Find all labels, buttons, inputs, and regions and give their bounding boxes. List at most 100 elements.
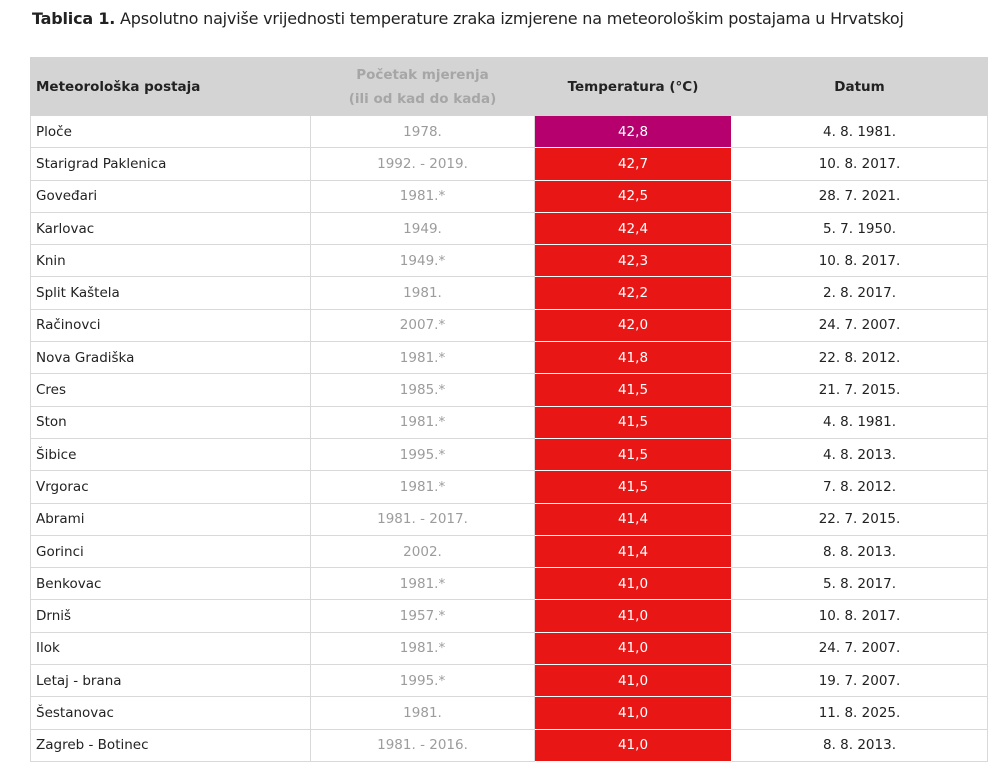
station-cell: Ston — [30, 405, 311, 439]
table-row: Letaj - brana 1995.* 41,0 19. 7. 2007. — [30, 664, 988, 698]
period-cell: 1995.* — [310, 437, 535, 472]
table-header: Meteorološka postaja Početak mjerenja (i… — [30, 57, 988, 116]
station-cell: Abrami — [30, 502, 311, 536]
column-header-temperature: Temperatura (°C) — [534, 57, 732, 116]
table-row: Šibice 1995.* 41,5 4. 8. 2013. — [30, 437, 988, 472]
temperature-cell: 41,0 — [534, 728, 732, 762]
date-cell: 5. 8. 2017. — [731, 567, 988, 601]
station-cell: Gorinci — [30, 534, 311, 569]
period-cell: 1981.* — [310, 405, 535, 439]
temperature-cell: 42,3 — [534, 244, 732, 278]
table-header-row: Meteorološka postaja Početak mjerenja (i… — [30, 57, 988, 116]
temperature-cell: 41,0 — [534, 664, 732, 698]
temperature-cell: 41,5 — [534, 405, 732, 439]
period-cell: 1978. — [310, 114, 535, 149]
date-cell: 21. 7. 2015. — [731, 373, 988, 407]
column-header-station: Meteorološka postaja — [30, 57, 311, 116]
table-row: Karlovac 1949. 42,4 5. 7. 1950. — [30, 211, 988, 246]
date-cell: 10. 8. 2017. — [731, 147, 988, 181]
temperature-cell: 42,4 — [534, 211, 732, 246]
date-cell: 11. 8. 2025. — [731, 696, 988, 730]
temperature-cell: 42,2 — [534, 276, 732, 310]
station-cell: Goveđari — [30, 179, 311, 213]
date-cell: 22. 7. 2015. — [731, 502, 988, 536]
period-cell: 2002. — [310, 534, 535, 569]
date-cell: 8. 8. 2013. — [731, 728, 988, 762]
date-cell: 2. 8. 2017. — [731, 276, 988, 310]
station-cell: Šibice — [30, 437, 311, 472]
temperature-cell: 41,4 — [534, 534, 732, 569]
period-cell: 1995.* — [310, 664, 535, 698]
date-cell: 24. 7. 2007. — [731, 631, 988, 666]
table-row: Ploče 1978. 42,8 4. 8. 1981. — [30, 114, 988, 149]
temperature-cell: 41,0 — [534, 567, 732, 601]
station-cell: Benkovac — [30, 567, 311, 601]
temperature-cell: 41,4 — [534, 502, 732, 536]
station-cell: Ilok — [30, 631, 311, 666]
station-cell: Vrgorac — [30, 470, 311, 504]
period-cell: 1981.* — [310, 179, 535, 213]
table-row: Ilok 1981.* 41,0 24. 7. 2007. — [30, 631, 988, 666]
period-cell: 2007.* — [310, 308, 535, 343]
table-body: Ploče 1978. 42,8 4. 8. 1981. Starigrad Pakle… — [30, 114, 988, 762]
table-caption: Tablica 1. Apsolutno najviše vrijednosti… — [32, 9, 904, 28]
table-row: Goveđari 1981.* 42,5 28. 7. 2021. — [30, 179, 988, 213]
station-cell: Račinovci — [30, 308, 311, 343]
table-row: Starigrad Paklenica 1992. - 2019. 42,7 10. … — [30, 147, 988, 181]
period-cell: 1992. - 2019. — [310, 147, 535, 181]
temperature-cell: 42,0 — [534, 308, 732, 343]
date-cell: 4. 8. 2013. — [731, 437, 988, 472]
period-cell: 1981.* — [310, 470, 535, 504]
period-cell: 1949.* — [310, 244, 535, 278]
date-cell: 19. 7. 2007. — [731, 664, 988, 698]
period-cell: 1985.* — [310, 373, 535, 407]
column-header-period-line1: Početak mjerenja — [356, 66, 489, 83]
date-cell: 8. 8. 2013. — [731, 534, 988, 569]
period-cell: 1981. — [310, 276, 535, 310]
station-cell: Starigrad Paklenica — [30, 147, 311, 181]
temperature-cell: 41,5 — [534, 437, 732, 472]
table-row: Ston 1981.* 41,5 4. 8. 1981. — [30, 405, 988, 439]
temperature-cell: 41,0 — [534, 599, 732, 633]
table-row: Nova Gradiška 1981.* 41,8 22. 8. 2012. — [30, 341, 988, 375]
station-cell: Nova Gradiška — [30, 341, 311, 375]
period-cell: 1981.* — [310, 567, 535, 601]
date-cell: 10. 8. 2017. — [731, 599, 988, 633]
temperature-cell: 41,5 — [534, 373, 732, 407]
period-cell: 1949. — [310, 211, 535, 246]
table-row: Račinovci 2007.* 42,0 24. 7. 2007. — [30, 308, 988, 343]
temperature-cell: 41,0 — [534, 631, 732, 666]
date-cell: 28. 7. 2021. — [731, 179, 988, 213]
temperature-cell: 41,0 — [534, 696, 732, 730]
table-row: Split Kaštela 1981. 42,2 2. 8. 2017. — [30, 276, 988, 310]
table-caption-text: Apsolutno najviše vrijednosti temperatur… — [120, 9, 904, 28]
period-cell: 1981. - 2016. — [310, 728, 535, 762]
column-header-period-line2: (ili od kad do kada) — [348, 90, 497, 107]
table-row: Vrgorac 1981.* 41,5 7. 8. 2012. — [30, 470, 988, 504]
table-row: Zagreb - Botinec 1981. - 2016. 41,0 8. 8. 2… — [30, 728, 988, 762]
period-cell: 1981.* — [310, 631, 535, 666]
column-header-period: Početak mjerenja (ili od kad do kada) — [310, 57, 535, 116]
date-cell: 5. 7. 1950. — [731, 211, 988, 246]
station-cell: Ploče — [30, 114, 311, 149]
table-row: Abrami 1981. - 2017. 41,4 22. 7. 2015. — [30, 502, 988, 536]
temperature-cell: 41,8 — [534, 341, 732, 375]
station-cell: Drniš — [30, 599, 311, 633]
table-row: Cres 1985.* 41,5 21. 7. 2015. — [30, 373, 988, 407]
period-cell: 1981. - 2017. — [310, 502, 535, 536]
temperature-cell: 42,7 — [534, 147, 732, 181]
date-cell: 4. 8. 1981. — [731, 405, 988, 439]
table-row: Knin 1949.* 42,3 10. 8. 2017. — [30, 244, 988, 278]
station-cell: Karlovac — [30, 211, 311, 246]
date-cell: 24. 7. 2007. — [731, 308, 988, 343]
period-cell: 1981.* — [310, 341, 535, 375]
period-cell: 1957.* — [310, 599, 535, 633]
station-cell: Split Kaštela — [30, 276, 311, 310]
period-cell: 1981. — [310, 696, 535, 730]
station-cell: Knin — [30, 244, 311, 278]
table-row: Šestanovac 1981. 41,0 11. 8. 2025. — [30, 696, 988, 730]
temperature-cell: 41,5 — [534, 470, 732, 504]
table-caption-label: Tablica 1. — [32, 9, 116, 28]
table-row: Gorinci 2002. 41,4 8. 8. 2013. — [30, 534, 988, 569]
temperature-table: Meteorološka postaja Početak mjerenja (i… — [30, 57, 988, 762]
